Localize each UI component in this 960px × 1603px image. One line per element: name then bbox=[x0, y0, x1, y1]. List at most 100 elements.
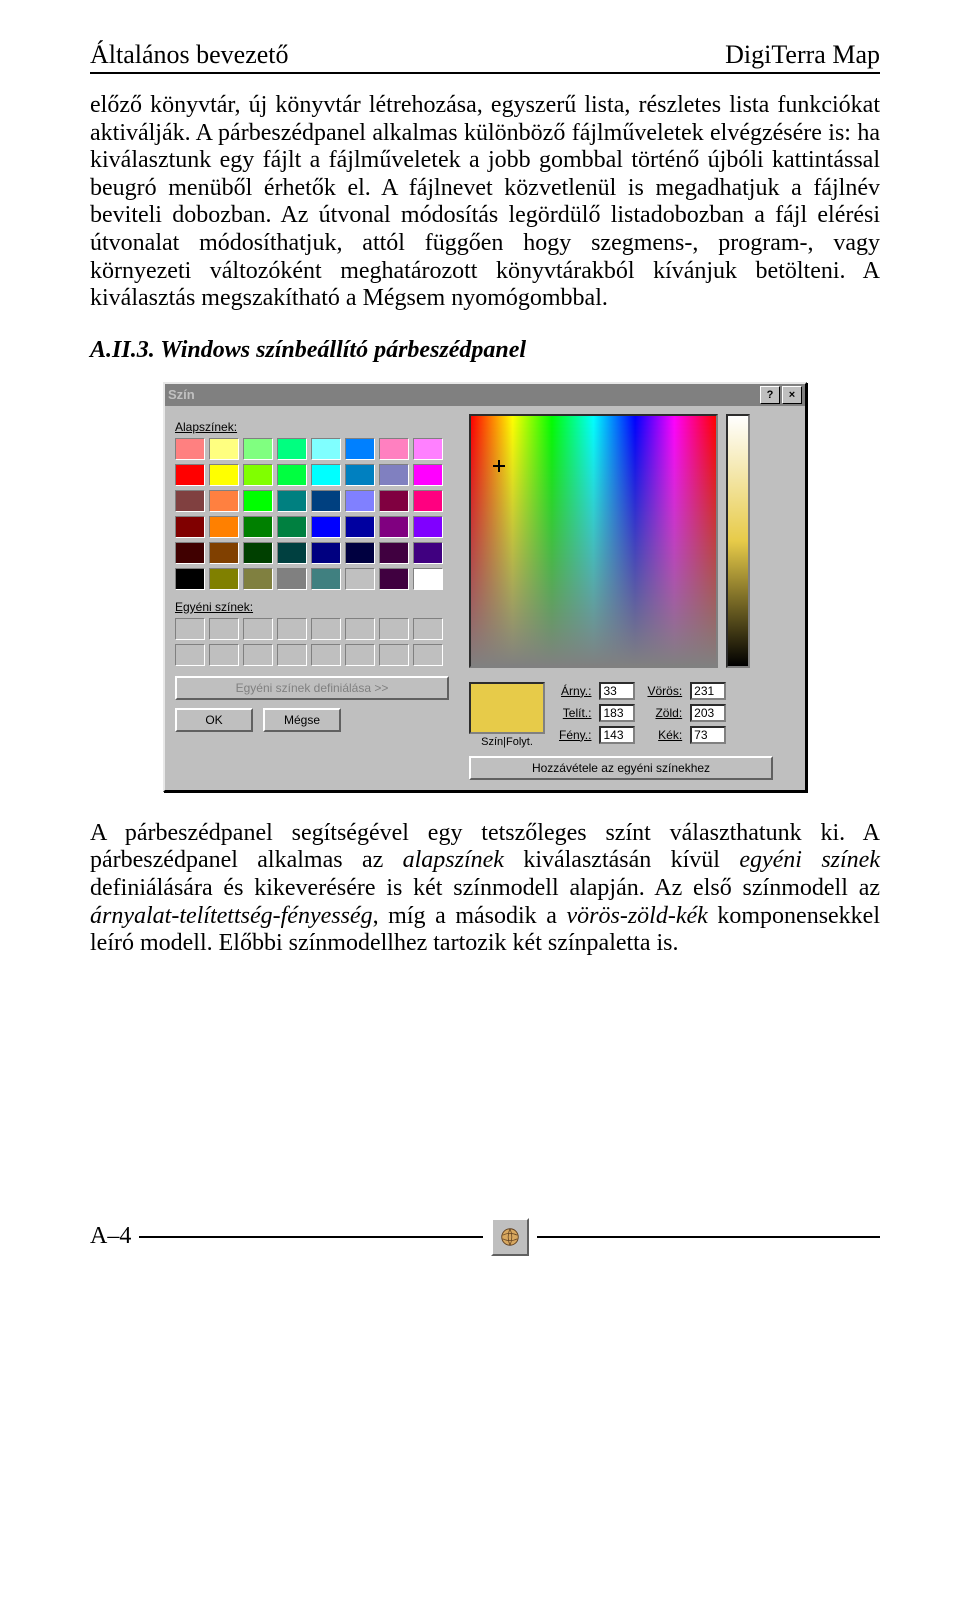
basic-color-swatch[interactable] bbox=[209, 542, 239, 564]
basic-color-swatch[interactable] bbox=[379, 516, 409, 538]
basic-color-swatch[interactable] bbox=[345, 490, 375, 512]
color-dialog-figure: Szín ? × Alapszínek: Egyéni színek: Egyé… bbox=[90, 382, 880, 792]
footer-rule-left bbox=[139, 1236, 482, 1238]
custom-colors-label: Egyéni színek: bbox=[175, 600, 455, 614]
basic-color-swatch[interactable] bbox=[413, 438, 443, 460]
basic-color-swatch[interactable] bbox=[209, 516, 239, 538]
basic-color-swatch[interactable] bbox=[345, 516, 375, 538]
close-button[interactable]: × bbox=[782, 386, 802, 404]
lum-label: Fény.: bbox=[559, 728, 591, 742]
basic-color-swatch[interactable] bbox=[209, 490, 239, 512]
cancel-button[interactable]: Mégse bbox=[263, 708, 341, 732]
basic-color-swatch[interactable] bbox=[413, 542, 443, 564]
basic-color-swatch[interactable] bbox=[175, 542, 205, 564]
basic-color-swatch[interactable] bbox=[345, 542, 375, 564]
basic-color-swatch[interactable] bbox=[379, 464, 409, 486]
custom-color-swatch[interactable] bbox=[413, 644, 443, 666]
basic-color-swatch[interactable] bbox=[243, 464, 273, 486]
basic-color-swatch[interactable] bbox=[311, 464, 341, 486]
page-footer: A–4 bbox=[90, 1218, 880, 1256]
basic-color-swatch[interactable] bbox=[277, 542, 307, 564]
custom-color-swatch[interactable] bbox=[311, 644, 341, 666]
color-preview bbox=[469, 682, 545, 734]
basic-color-swatch[interactable] bbox=[413, 516, 443, 538]
basic-color-swatch[interactable] bbox=[277, 464, 307, 486]
custom-color-swatch[interactable] bbox=[209, 618, 239, 640]
header-left: Általános bevezető bbox=[90, 40, 289, 70]
numeric-fields: Árny.: Vörös: Telít.: Zöld: Fény.: bbox=[559, 682, 730, 744]
custom-color-swatch[interactable] bbox=[209, 644, 239, 666]
basic-color-swatch[interactable] bbox=[379, 542, 409, 564]
basic-color-swatch[interactable] bbox=[379, 490, 409, 512]
basic-color-swatch[interactable] bbox=[413, 464, 443, 486]
custom-color-swatch[interactable] bbox=[379, 618, 409, 640]
custom-color-swatch[interactable] bbox=[175, 644, 205, 666]
custom-color-swatch[interactable] bbox=[345, 618, 375, 640]
help-button[interactable]: ? bbox=[760, 386, 780, 404]
custom-color-swatch[interactable] bbox=[379, 644, 409, 666]
basic-color-swatch[interactable] bbox=[311, 568, 341, 590]
red-input[interactable] bbox=[690, 682, 726, 700]
basic-color-swatch[interactable] bbox=[209, 464, 239, 486]
solid-label: Szín|Folyt. bbox=[481, 736, 533, 748]
hue-input[interactable] bbox=[599, 682, 635, 700]
basic-color-swatch[interactable] bbox=[413, 568, 443, 590]
basic-color-swatch[interactable] bbox=[277, 438, 307, 460]
green-label: Zöld: bbox=[647, 706, 682, 720]
paragraph-2: A párbeszédpanel segítségével egy tetsző… bbox=[90, 820, 880, 958]
custom-color-swatch[interactable] bbox=[311, 618, 341, 640]
basic-color-swatch[interactable] bbox=[413, 490, 443, 512]
basic-color-swatch[interactable] bbox=[277, 490, 307, 512]
color-spectrum[interactable] bbox=[469, 414, 718, 668]
ok-button[interactable]: OK bbox=[175, 708, 253, 732]
custom-color-swatch[interactable] bbox=[277, 618, 307, 640]
sat-input[interactable] bbox=[599, 704, 635, 722]
footer-globe-icon bbox=[491, 1218, 529, 1256]
basic-color-swatch[interactable] bbox=[243, 490, 273, 512]
basic-color-swatch[interactable] bbox=[243, 438, 273, 460]
custom-color-swatch[interactable] bbox=[345, 644, 375, 666]
basic-color-swatch[interactable] bbox=[209, 438, 239, 460]
basic-color-swatch[interactable] bbox=[311, 490, 341, 512]
blue-label: Kék: bbox=[647, 728, 682, 742]
basic-color-swatch[interactable] bbox=[345, 568, 375, 590]
basic-color-swatch[interactable] bbox=[243, 516, 273, 538]
basic-color-swatch[interactable] bbox=[243, 542, 273, 564]
basic-color-swatch[interactable] bbox=[175, 464, 205, 486]
custom-color-swatch[interactable] bbox=[243, 644, 273, 666]
basic-color-swatch[interactable] bbox=[175, 568, 205, 590]
paragraph-1: előző könyvtár, új könyvtár létrehozása,… bbox=[90, 92, 880, 313]
add-to-custom-button[interactable]: Hozzávétele az egyéni színekhez bbox=[469, 756, 773, 780]
basic-color-swatch[interactable] bbox=[175, 490, 205, 512]
section-heading: A.II.3. Windows színbeállító párbeszédpa… bbox=[90, 337, 880, 364]
basic-color-swatch[interactable] bbox=[345, 438, 375, 460]
custom-color-swatch[interactable] bbox=[277, 644, 307, 666]
basic-color-swatch[interactable] bbox=[209, 568, 239, 590]
lum-input[interactable] bbox=[599, 726, 635, 744]
luminance-bar[interactable] bbox=[726, 414, 750, 668]
green-input[interactable] bbox=[690, 704, 726, 722]
page-header: Általános bevezető DigiTerra Map bbox=[90, 40, 880, 74]
sat-label: Telít.: bbox=[559, 706, 591, 720]
basic-color-swatch[interactable] bbox=[175, 516, 205, 538]
basic-color-swatch[interactable] bbox=[311, 516, 341, 538]
custom-color-swatch[interactable] bbox=[413, 618, 443, 640]
basic-colors-grid bbox=[175, 438, 455, 590]
basic-color-swatch[interactable] bbox=[345, 464, 375, 486]
basic-color-swatch[interactable] bbox=[277, 568, 307, 590]
dialog-title: Szín bbox=[168, 387, 195, 402]
blue-input[interactable] bbox=[690, 726, 726, 744]
basic-color-swatch[interactable] bbox=[379, 568, 409, 590]
basic-color-swatch[interactable] bbox=[311, 542, 341, 564]
basic-color-swatch[interactable] bbox=[243, 568, 273, 590]
basic-color-swatch[interactable] bbox=[311, 438, 341, 460]
crosshair-icon bbox=[493, 460, 505, 472]
basic-color-swatch[interactable] bbox=[379, 438, 409, 460]
basic-color-swatch[interactable] bbox=[175, 438, 205, 460]
basic-color-swatch[interactable] bbox=[277, 516, 307, 538]
custom-color-swatch[interactable] bbox=[243, 618, 273, 640]
footer-page-number: A–4 bbox=[90, 1223, 131, 1250]
custom-color-swatch[interactable] bbox=[175, 618, 205, 640]
define-custom-button[interactable]: Egyéni színek definiálása >> bbox=[175, 676, 449, 700]
document-page: Általános bevezető DigiTerra Map előző k… bbox=[0, 0, 960, 1296]
